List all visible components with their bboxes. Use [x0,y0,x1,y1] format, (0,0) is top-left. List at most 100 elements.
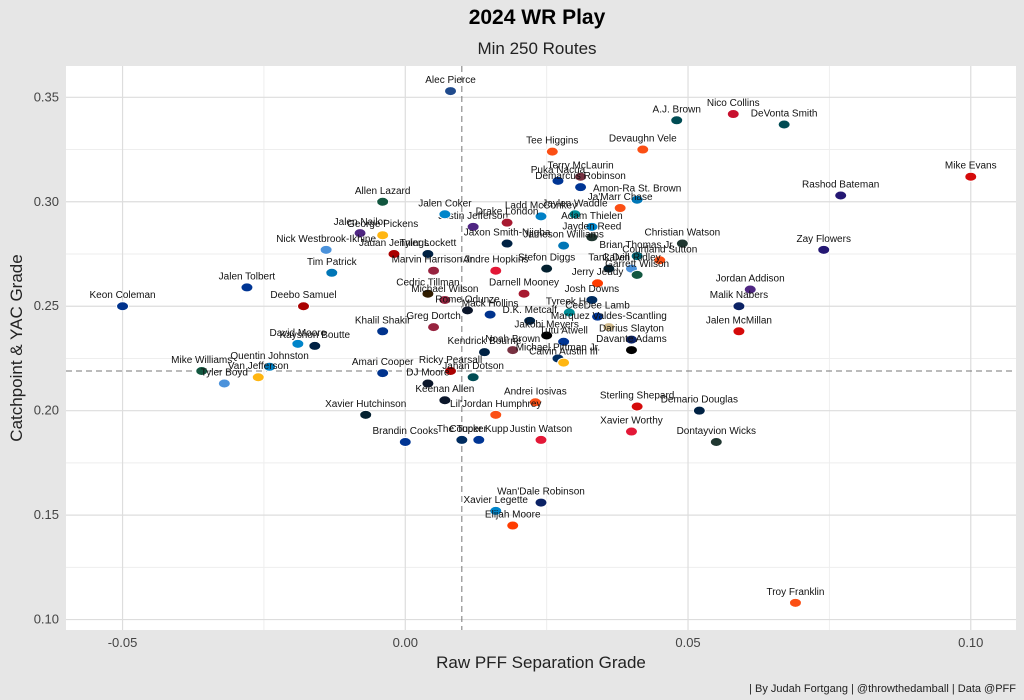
point-label: David Moore [269,328,326,339]
data-point [500,238,514,249]
point-label: Jalen McMillan [706,315,772,326]
data-point [398,437,412,447]
data-point [421,288,435,299]
data-point [325,267,339,278]
data-point [489,505,503,516]
data-point [195,365,209,376]
point-label: Troy Franklin [766,587,824,598]
data-point [540,263,554,274]
data-point [817,244,831,255]
data-point [670,115,684,126]
y-tick-label: 0.10 [34,612,59,627]
point-label: Darius Slayton [599,324,664,335]
data-point [964,171,978,182]
point-label: D.K. Metcalf [502,305,557,316]
data-point [585,232,599,243]
point-label: Michael Wilson [411,284,478,295]
data-point [630,401,644,412]
data-point [636,144,650,155]
point-label: Zay Flowers [797,234,851,245]
data-point [675,238,689,249]
data-point [777,119,791,130]
data-point [466,221,480,232]
point-label: Rashod Bateman [802,180,879,191]
point-label: Keenan Allen [415,384,474,395]
data-point [613,203,627,214]
data-point [534,497,548,508]
point-label: Brian Thomas Jr. [599,240,674,251]
point-label: DJ Moore [406,368,450,379]
chart-caption: | By Judah Fortgang | @throwthedamball |… [749,683,1016,695]
point-label: Brandin Cooks [372,426,438,437]
data-point [602,263,616,274]
data-point [585,294,599,305]
point-label: Nico Collins [707,98,760,109]
point-label: CeeDee Lamb [565,301,630,312]
point-label: Ja'Marr Chase [588,192,653,203]
data-point [291,338,305,349]
point-label: George Pickens [347,219,418,230]
point-label: Khalil Shakir [355,315,411,326]
data-point [743,284,757,295]
point-label: Calvin Ridley [602,253,660,264]
data-point [574,182,588,193]
x-tick-label: 0.10 [958,635,983,650]
point-label: Jalen Nailor [334,217,387,228]
point-label: Darnell Mooney [489,278,559,289]
point-label: Jaylen Waddle [542,198,608,209]
data-point [834,190,848,201]
data-point [308,340,322,351]
point-label: Tim Patrick [307,257,358,268]
point-label: Elijah Moore [485,510,541,521]
point-label: Xavier Legette [464,495,529,506]
data-point [421,378,435,389]
data-point [540,330,554,341]
axis-ticks: -0.05 0.00 0.05 0.10 0.10 0.15 0.20 0.25 0.30 0.3… [34,89,984,650]
point-label: Mack Hollins [462,299,519,310]
data-point [421,249,435,259]
point-label: Dontayvion Wicks [677,426,756,437]
point-label: Jerry Jeudy [572,267,624,278]
point-label: Courtland Sutton [622,244,697,255]
point-label: Davante Adams [596,334,667,345]
point-label: Mike Evans [945,161,997,172]
point-label: Stefon Diggs [518,253,575,264]
data-point [591,311,605,322]
point-label: Alec Pierce [425,75,476,86]
point-label: Van Jefferson [228,361,289,372]
data-point [472,434,486,445]
point-label: Cedric Tillman [396,278,459,289]
data-point [460,305,474,316]
point-label: Jalen Tolbert [219,271,276,282]
data-point [574,171,588,182]
data-point [489,265,503,276]
data-point [427,265,441,276]
data-point [353,228,367,239]
data-point [557,240,571,251]
point-label: Deebo Samuel [270,290,336,301]
point-label: Malik Nabers [710,290,768,301]
point-label: Demario Douglas [661,395,738,406]
data-point [483,309,497,320]
point-label: Adam Thielen [561,211,623,222]
data-point [630,194,644,205]
data-point [217,378,231,389]
data-point [568,209,582,220]
y-axis-title: Catchpoint & YAC Grade [7,254,26,441]
point-label: Wan'Dale Robinson [497,487,585,498]
point-label: Allen Lazard [355,186,411,197]
data-point [500,217,514,228]
point-label: DeVonta Smith [751,108,818,119]
point-label: Drake London [476,207,539,218]
point-label: Christian Watson [644,228,720,239]
data-point [545,146,559,157]
y-tick-label: 0.35 [34,89,59,104]
data-point [692,405,706,416]
data-point [240,282,254,293]
data-point [387,249,401,259]
point-label: Amari Cooper [352,357,414,368]
data-point [732,301,746,312]
data-point [602,322,616,333]
data-point [116,301,130,312]
point-label: Calvin Austin III [529,347,598,358]
